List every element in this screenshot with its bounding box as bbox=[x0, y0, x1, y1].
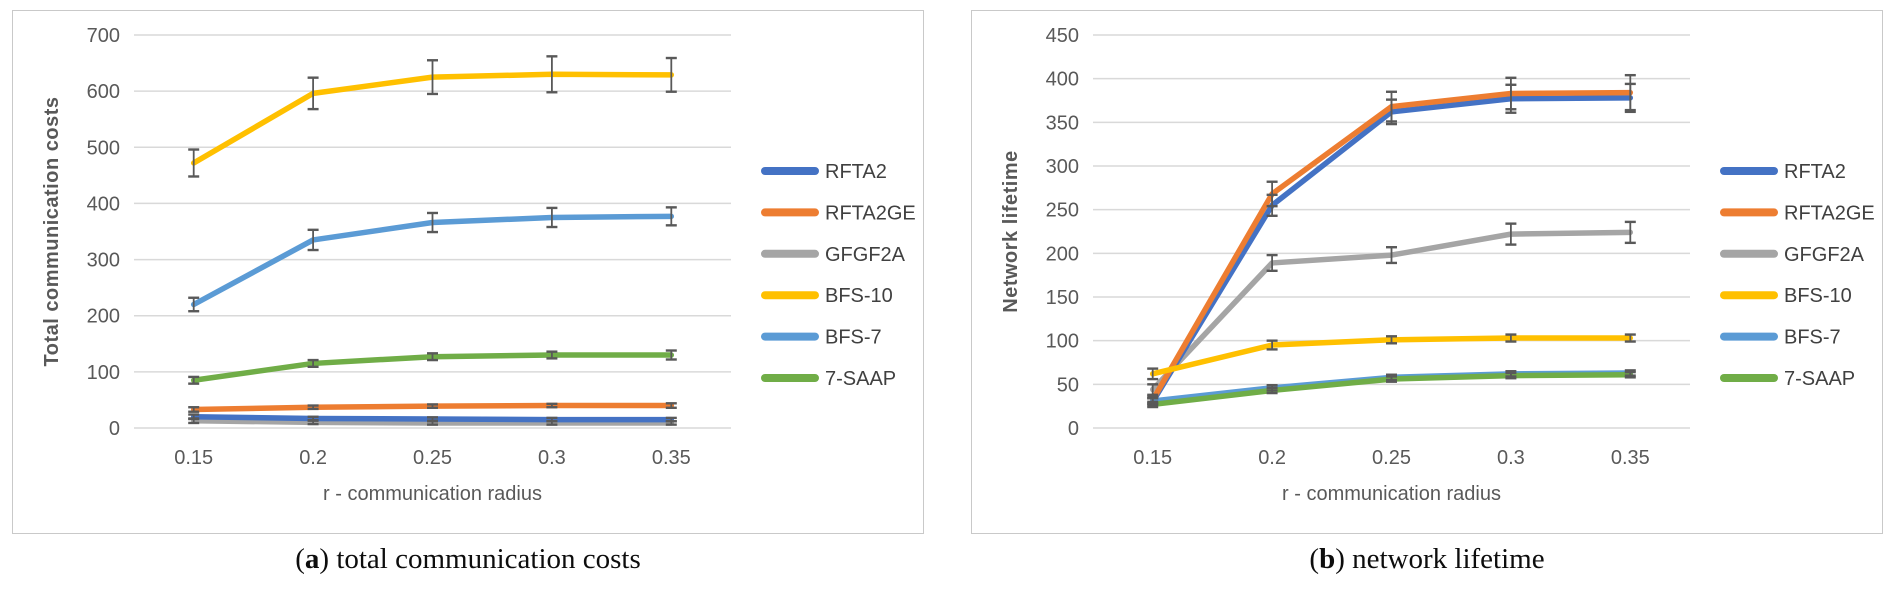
legend-label-GFGF2A: GFGF2A bbox=[1784, 244, 1865, 266]
x-tick-label: 0.35 bbox=[652, 447, 691, 469]
legend-item-BFS-10: BFS-10 bbox=[1720, 285, 1852, 307]
y-tick-label: 700 bbox=[87, 25, 120, 47]
legend-item-GFGF2A: GFGF2A bbox=[761, 244, 906, 266]
y-axis-title: Network lifetime bbox=[1000, 150, 1022, 312]
caption-b-open-paren: ( bbox=[1309, 543, 1320, 575]
caption-b: (b) network lifetime bbox=[971, 543, 1883, 576]
y-tick-label: 350 bbox=[1046, 112, 1079, 134]
y-tick-label: 50 bbox=[1057, 374, 1079, 396]
caption-b-close-paren: ) bbox=[1335, 543, 1345, 575]
y-tick-label: 400 bbox=[87, 193, 120, 215]
x-tick-label: 0.2 bbox=[299, 447, 327, 469]
y-tick-label: 0 bbox=[109, 418, 120, 440]
x-axis-title: r - communication radius bbox=[323, 483, 542, 505]
caption-a-close-paren: ) bbox=[319, 543, 330, 575]
x-axis-title: r - communication radius bbox=[1282, 483, 1501, 505]
chart-panel-b: 0 50 100 150 200 250 300 350 400 450 0.15 0.2 0.25 0.… bbox=[971, 10, 1883, 534]
y-tick-label: 200 bbox=[87, 306, 120, 328]
legend-item-7-SAAP: 7-SAAP bbox=[761, 368, 896, 390]
legend-item-BFS-10: BFS-10 bbox=[761, 285, 893, 307]
legend-label-BFS-10: BFS-10 bbox=[825, 285, 893, 307]
legend-item-RFTA2: RFTA2 bbox=[1720, 161, 1846, 183]
legend-item-BFS-7: BFS-7 bbox=[1720, 327, 1841, 349]
x-tick-label: 0.25 bbox=[1372, 447, 1411, 469]
y-tick-label: 0 bbox=[1068, 418, 1079, 440]
x-tick-label: 0.3 bbox=[1497, 447, 1525, 469]
legend-label-RFTA2GE: RFTA2GE bbox=[1784, 202, 1875, 224]
caption-a: (a) total communication costs bbox=[12, 543, 924, 576]
legend-label-RFTA2GE: RFTA2GE bbox=[825, 202, 916, 224]
y-tick-label: 400 bbox=[1046, 69, 1079, 91]
legend-label-GFGF2A: GFGF2A bbox=[825, 244, 906, 266]
y-tick-label: 300 bbox=[1046, 156, 1079, 178]
legend-label-7-SAAP: 7-SAAP bbox=[825, 368, 896, 390]
x-tick-label: 0.2 bbox=[1258, 447, 1286, 469]
x-tick-label: 0.15 bbox=[174, 447, 213, 469]
legend-label-BFS-7: BFS-7 bbox=[825, 327, 882, 349]
x-tick-label: 0.15 bbox=[1133, 447, 1172, 469]
y-tick-label: 300 bbox=[87, 250, 120, 272]
legend-label-RFTA2: RFTA2 bbox=[825, 161, 887, 183]
y-tick-label: 450 bbox=[1046, 25, 1079, 47]
chart-b-canvas: 0 50 100 150 200 250 300 350 400 450 0.15 0.2 0.25 0.… bbox=[1000, 25, 1875, 505]
y-tick-label: 600 bbox=[87, 81, 120, 103]
chart-panel-a: 0 100 200 300 400 500 600 700 0.15 0.2 0.25 0.3 0.35… bbox=[12, 10, 924, 534]
chart-a-canvas: 0 100 200 300 400 500 600 700 0.15 0.2 0.25 0.3 0.35… bbox=[41, 25, 916, 505]
caption-b-text: network lifetime bbox=[1352, 543, 1545, 575]
legend-label-BFS-7: BFS-7 bbox=[1784, 327, 1841, 349]
caption-a-text: total communication costs bbox=[336, 543, 641, 575]
y-tick-label: 100 bbox=[1046, 331, 1079, 353]
x-tick-label: 0.3 bbox=[538, 447, 566, 469]
y-tick-label: 150 bbox=[1046, 287, 1079, 309]
x-tick-label: 0.35 bbox=[1611, 447, 1650, 469]
y-tick-label: 200 bbox=[1046, 243, 1079, 265]
y-tick-label: 500 bbox=[87, 137, 120, 159]
legend-item-RFTA2GE: RFTA2GE bbox=[761, 202, 916, 224]
caption-a-letter: a bbox=[304, 543, 320, 575]
legend-item-BFS-7: BFS-7 bbox=[761, 327, 882, 349]
y-tick-label: 250 bbox=[1046, 200, 1079, 222]
caption-a-open-paren: ( bbox=[295, 543, 305, 575]
legend-item-RFTA2GE: RFTA2GE bbox=[1720, 202, 1875, 224]
legend-label-7-SAAP: 7-SAAP bbox=[1784, 368, 1855, 390]
caption-b-letter: b bbox=[1319, 543, 1336, 575]
legend-item-GFGF2A: GFGF2A bbox=[1720, 244, 1865, 266]
legend-label-BFS-10: BFS-10 bbox=[1784, 285, 1852, 307]
y-tick-label: 100 bbox=[87, 362, 120, 384]
legend-item-RFTA2: RFTA2 bbox=[761, 161, 887, 183]
legend-label-RFTA2: RFTA2 bbox=[1784, 161, 1846, 183]
legend-item-7-SAAP: 7-SAAP bbox=[1720, 368, 1855, 390]
x-tick-label: 0.25 bbox=[413, 447, 452, 469]
y-axis-title: Total communication costs bbox=[41, 97, 63, 367]
